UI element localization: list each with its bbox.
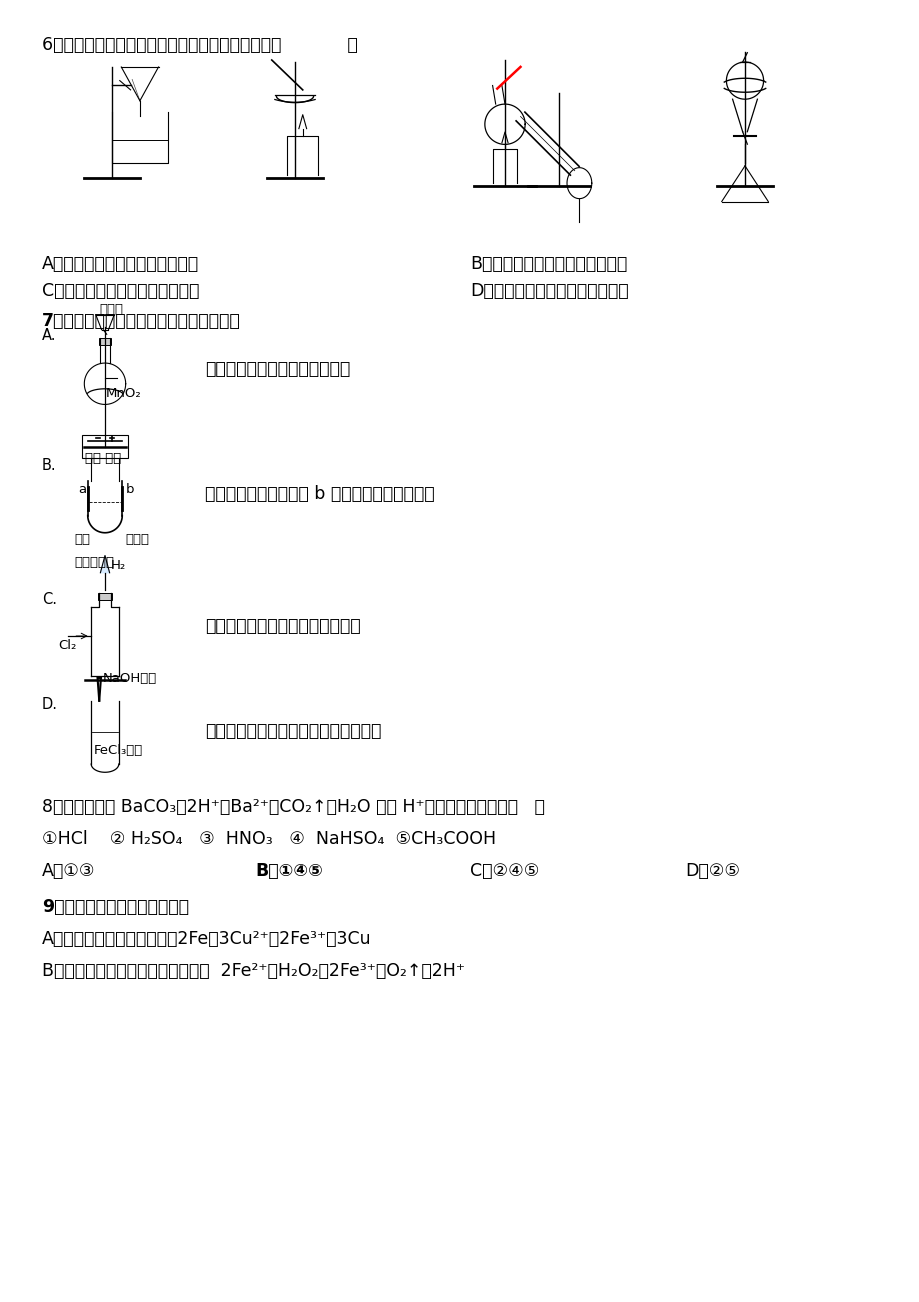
Text: 7、下列实验操作对应的现象符合事实的是: 7、下列实验操作对应的现象符合事实的是 — [42, 312, 241, 329]
Text: D.: D. — [42, 697, 58, 712]
Text: B．酸性氯化亚铁溶液中加入双氧水  2Fe²⁺＋H₂O₂＝2Fe³⁺＋O₂↑＋2H⁺: B．酸性氯化亚铁溶液中加入双氧水 2Fe²⁺＋H₂O₂＝2Fe³⁺＋O₂↑＋2H… — [42, 962, 464, 980]
Text: B.: B. — [42, 458, 57, 473]
Text: C．②④⑤: C．②④⑤ — [470, 862, 539, 880]
Bar — [98, 337, 111, 345]
Bar — [82, 435, 128, 458]
Text: ①HCl    ② H₂SO₄   ③  HNO₃   ④  NaHSO₄  ⑤CH₃COOH: ①HCl ② H₂SO₄ ③ HNO₃ ④ NaHSO₄ ⑤CH₃COOH — [42, 829, 495, 848]
Text: Cl₂: Cl₂ — [59, 639, 76, 652]
Text: A．①③: A．①③ — [42, 862, 96, 880]
Text: 6、下列图示的四种实验操作名称从左到右依次是（            ）: 6、下列图示的四种实验操作名称从左到右依次是（ ） — [42, 36, 357, 53]
Text: FeCl₃溶液: FeCl₃溶液 — [94, 743, 142, 756]
Text: A．过滤、蒸发、蒸馏、萃取分液: A．过滤、蒸发、蒸馏、萃取分液 — [42, 255, 199, 273]
Text: NaOH溶液: NaOH溶液 — [103, 672, 157, 685]
Text: B．过滤、蒸馏、蒸发、萃取分液: B．过滤、蒸馏、蒸发、萃取分液 — [470, 255, 627, 273]
Text: 将浓盐酸滴入后产生黄绿色气体: 将浓盐酸滴入后产生黄绿色气体 — [205, 359, 350, 378]
Text: MnO₂: MnO₂ — [106, 387, 142, 400]
Bar — [98, 594, 112, 600]
Text: 通电一段时间后，收集 b 处气体，可做爆鸣实验: 通电一段时间后，收集 b 处气体，可做爆鸣实验 — [205, 486, 434, 503]
Text: b: b — [126, 483, 134, 496]
Text: A.: A. — [42, 328, 56, 342]
Text: A．铁钉放入硫酸铜溶液中：2Fe＋3Cu²⁺＝2Fe³⁺＋3Cu: A．铁钉放入硫酸铜溶液中：2Fe＋3Cu²⁺＝2Fe³⁺＋3Cu — [42, 930, 371, 948]
Text: C.: C. — [42, 592, 57, 607]
Text: H₂: H₂ — [110, 559, 126, 572]
Text: D．②⑤: D．②⑤ — [685, 862, 739, 880]
Text: 浓盐酸: 浓盐酸 — [99, 303, 123, 316]
Text: B．①④⑤: B．①④⑤ — [255, 862, 323, 880]
Text: 铁棒: 铁棒 — [74, 533, 90, 546]
Polygon shape — [100, 556, 109, 573]
Text: 试管中产生白色沉淀，较长时间不变色: 试管中产生白色沉淀，较长时间不变色 — [205, 723, 381, 740]
Text: a: a — [78, 483, 86, 496]
Text: 饱和食盐水: 饱和食盐水 — [74, 556, 114, 569]
Text: 直流 电源: 直流 电源 — [85, 452, 121, 465]
Text: 9、下列离子方程式中正确的是: 9、下列离子方程式中正确的是 — [42, 898, 188, 917]
Text: 出现苍白色火焰，集气瓶口有白雾: 出现苍白色火焰，集气瓶口有白雾 — [205, 617, 360, 635]
Text: D．萃取分液、蒸馏、蒸发、过滤: D．萃取分液、蒸馏、蒸发、过滤 — [470, 283, 628, 299]
Text: 石墨棒: 石墨棒 — [126, 533, 150, 546]
Text: C．蒸发、蒸馏、过滤、萃取分液: C．蒸发、蒸馏、过滤、萃取分液 — [42, 283, 199, 299]
Text: 8、离子方程式 BaCO₃＋2H⁺＝Ba²⁺＋CO₂↑＋H₂O 中的 H⁺不能代表的物质是（   ）: 8、离子方程式 BaCO₃＋2H⁺＝Ba²⁺＋CO₂↑＋H₂O 中的 H⁺不能代… — [42, 798, 544, 816]
